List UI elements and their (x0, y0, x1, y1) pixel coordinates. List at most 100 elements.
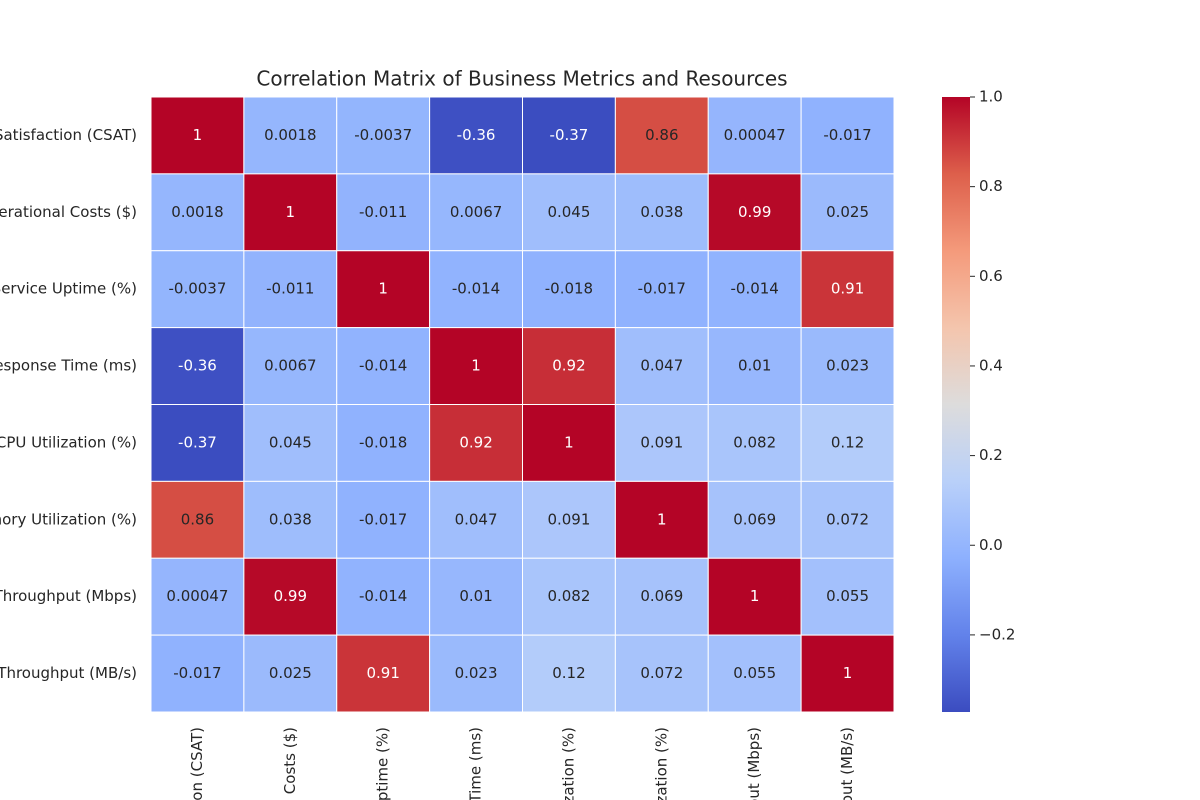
heatmap-cell (243, 557, 338, 636)
heatmap-cell (614, 250, 709, 329)
heatmap-cell (707, 250, 802, 329)
heatmap-cell (150, 327, 245, 405)
heatmap-cell (522, 404, 616, 482)
heatmap-cell (336, 250, 431, 329)
heatmap-cell (336, 404, 431, 482)
cell-label: 0.12 (831, 433, 864, 451)
heatmap-cell (614, 404, 709, 482)
cell-label: -0.36 (178, 357, 217, 375)
heatmap-cell (243, 173, 338, 252)
cell-label: 0.86 (645, 126, 678, 144)
heatmap-cell (243, 96, 338, 175)
cell-label: -0.017 (359, 510, 407, 528)
cell-label: 0.0067 (264, 357, 317, 375)
cell-label: -0.37 (550, 126, 589, 144)
cell-label: 0.055 (826, 587, 869, 605)
cell-label: 0.91 (366, 664, 399, 682)
cell-label: -0.011 (359, 203, 407, 221)
cell-label: 1 (843, 664, 853, 682)
y-tick-label: Disk I/O Throughput (MB/s) (0, 664, 137, 682)
heatmap-cell (336, 634, 431, 713)
heatmap-cell (150, 96, 245, 175)
heatmap-cell (614, 557, 709, 636)
cell-label: 0.082 (733, 433, 776, 451)
cell-label: -0.37 (178, 433, 217, 451)
heatmap-cell (707, 327, 802, 405)
heatmap-cell (336, 557, 431, 636)
y-tick-label: Memory Utilization (%) (0, 510, 137, 528)
heatmap-cell (522, 327, 616, 405)
heatmap-cell (800, 557, 895, 636)
x-tick-label: Memory Utilization (%) (652, 727, 670, 800)
heatmap-cell (429, 327, 523, 405)
heatmap-cell (522, 250, 616, 329)
heatmap-cell (243, 480, 338, 559)
cell-label: 0.069 (640, 587, 683, 605)
x-tick-label: Operational Costs ($) (281, 727, 299, 800)
heatmap-cell (522, 634, 616, 713)
heatmap-cell (800, 173, 895, 252)
cell-label: -0.0037 (354, 126, 412, 144)
cell-label: 0.86 (181, 510, 214, 528)
cell-label: 1 (193, 126, 203, 144)
colorbar-tick-label: −0.2 (979, 625, 1015, 643)
heatmap-cell (614, 96, 709, 175)
x-tick-label: Network I/O Throughput (Mbps) (745, 727, 763, 800)
cell-label: 0.025 (269, 664, 312, 682)
cell-label: 0.038 (269, 510, 312, 528)
heatmap-cell (243, 634, 338, 713)
heatmap-cell (150, 557, 245, 636)
heatmap-cell (707, 404, 802, 482)
colorbar (942, 97, 970, 712)
cell-label: 0.92 (552, 357, 585, 375)
colorbar-tick-label: 0.2 (979, 446, 1003, 464)
colorbar-tick-label: 0.8 (979, 177, 1003, 195)
y-tick-label: CPU Utilization (%) (0, 433, 137, 451)
heatmap-cell (429, 404, 523, 482)
cell-label: 1 (286, 203, 296, 221)
cell-label: -0.018 (359, 433, 407, 451)
cell-label: -0.014 (452, 280, 500, 298)
cell-label: 0.047 (455, 510, 498, 528)
cell-label: 0.99 (738, 203, 771, 221)
heatmap-cell (707, 557, 802, 636)
heatmap-cell (150, 250, 245, 329)
chart-title: Correlation Matrix of Business Metrics a… (256, 67, 787, 91)
y-tick-label: Operational Costs ($) (0, 203, 137, 221)
cell-label: 0.92 (459, 433, 492, 451)
y-tick-label: Network I/O Throughput (Mbps) (0, 587, 137, 605)
cell-label: -0.36 (457, 126, 496, 144)
cell-label: 0.082 (547, 587, 590, 605)
heatmap-cell (150, 634, 245, 713)
heatmap-cell (429, 634, 523, 713)
heatmap-cell (800, 250, 895, 329)
x-tick-label: Service Uptime (%) (374, 727, 392, 800)
cell-label: -0.0037 (168, 280, 226, 298)
cell-label: 0.055 (733, 664, 776, 682)
colorbar-tick-label: 0.4 (979, 356, 1003, 374)
cell-label: 1 (657, 510, 667, 528)
x-tick-label: Disk I/O Throughput (MB/s) (838, 727, 856, 800)
y-tick-label: Customer Satisfaction (CSAT) (0, 126, 137, 144)
heatmap-cell (336, 96, 431, 175)
heatmap-cell (707, 480, 802, 559)
cell-label: 0.025 (826, 203, 869, 221)
heatmap-cell (243, 250, 338, 329)
cell-label: 0.0067 (450, 203, 503, 221)
cell-label: -0.011 (266, 280, 314, 298)
cell-label: 0.00047 (166, 587, 228, 605)
heatmap-cell (522, 480, 616, 559)
cell-label: 0.91 (831, 280, 864, 298)
cell-label: -0.014 (359, 357, 407, 375)
cell-label: 0.12 (552, 664, 585, 682)
x-tick-label: CPU Utilization (%) (559, 727, 577, 800)
heatmap-cell (614, 634, 709, 713)
cell-label: 0.01 (738, 357, 771, 375)
cell-label: 0.091 (547, 510, 590, 528)
heatmap-cell (800, 404, 895, 482)
cell-label: -0.018 (545, 280, 593, 298)
cell-label: 0.01 (459, 587, 492, 605)
heatmap-cell (336, 480, 431, 559)
heatmap-cell (429, 173, 523, 252)
